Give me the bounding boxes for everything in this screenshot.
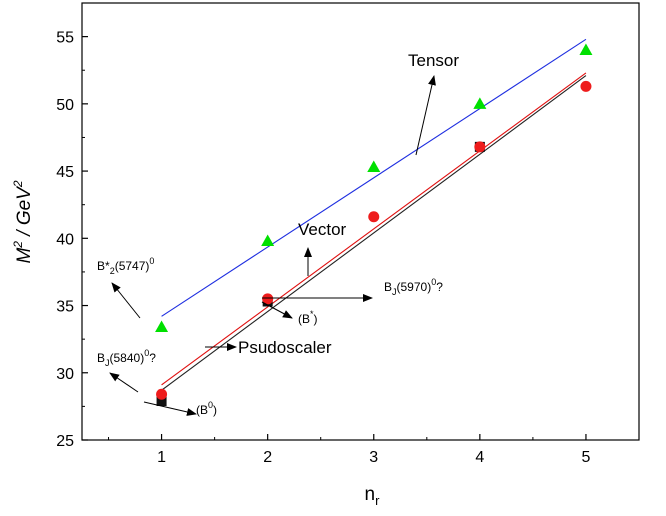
y-tick-label: 50	[56, 97, 74, 114]
x-tick-label: 3	[369, 449, 378, 466]
y-tick-label: 40	[56, 231, 74, 248]
x-tick-label: 4	[475, 449, 484, 466]
y-axis-title: M2 / GeV2	[11, 180, 35, 263]
bstar-arrow	[261, 301, 293, 319]
point-vector	[368, 211, 380, 223]
bstar-label: (B*)	[298, 309, 318, 326]
tensor-arrow	[415, 75, 436, 156]
vector-label: Vector	[298, 220, 347, 239]
bj5840-label: BJ(5840)0?	[97, 348, 156, 368]
b0-arrow	[143, 401, 197, 416]
x-tick-label: 1	[157, 449, 166, 466]
fit-lines	[161, 38, 587, 391]
annotation-arrows	[109, 75, 436, 416]
y-tick-label: 35	[56, 299, 74, 316]
tensor-label: Tensor	[408, 51, 459, 70]
point-tensor	[579, 43, 593, 56]
point-tensor	[367, 160, 381, 173]
fit-line-psudoscaler	[161, 75, 587, 391]
bj5970-label: BJ(5970)0?	[384, 277, 443, 297]
psudoscaler-label: Psudoscaler	[238, 338, 332, 357]
point-vector	[474, 141, 486, 153]
y-tick-label: 45	[56, 164, 74, 181]
y-tick-label: 25	[56, 433, 74, 450]
fit-line-vector	[161, 72, 587, 386]
fit-line-tensor	[161, 38, 587, 317]
b2star-label: B*2(5747)0	[97, 256, 154, 276]
point-vector	[580, 80, 592, 92]
plot-frame	[81, 2, 640, 441]
x-tick-label: 2	[263, 449, 272, 466]
point-tensor	[155, 320, 169, 333]
point-tensor	[261, 234, 275, 246]
y-tick-label: 55	[56, 30, 74, 47]
x-tick-label: 5	[581, 449, 590, 466]
point-vector	[262, 293, 274, 305]
y-tick-label: 30	[56, 366, 74, 383]
b2star-arrow	[111, 282, 141, 319]
b0-label: (B0)	[196, 400, 217, 417]
point-psudoscaler	[156, 396, 167, 407]
data-points	[155, 43, 593, 407]
point-tensor	[473, 97, 487, 109]
point-vector	[156, 388, 168, 400]
x-axis-title: nr	[365, 484, 381, 508]
bj5840-arrow	[109, 372, 139, 393]
